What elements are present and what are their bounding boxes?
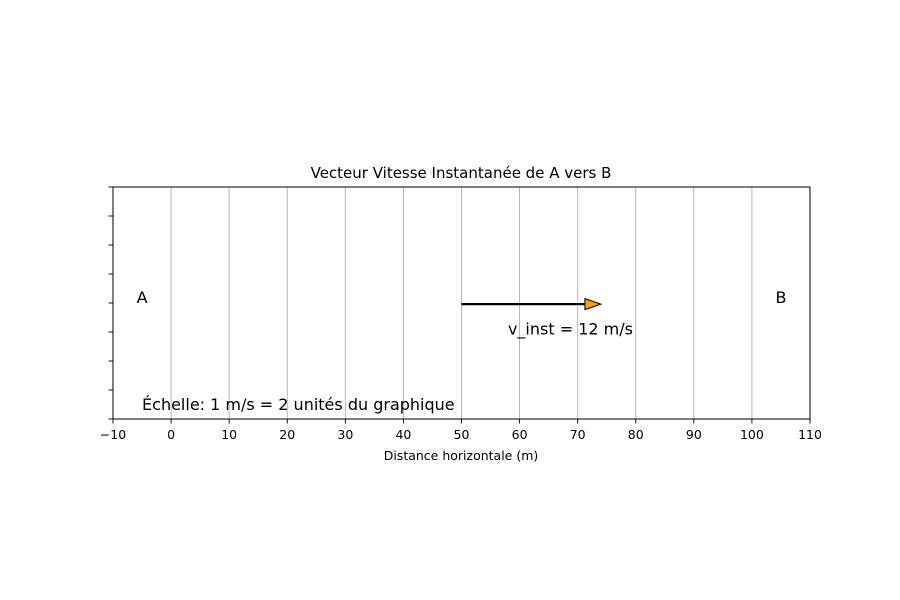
- x-tick-label: 70: [570, 427, 586, 442]
- x-tick-label: 60: [512, 427, 528, 442]
- x-axis-label: Distance horizontale (m): [384, 448, 539, 463]
- x-tick-label: 40: [395, 427, 411, 442]
- x-tick-label: 100: [740, 427, 764, 442]
- x-tick-label: 10: [221, 427, 237, 442]
- x-tick-label: 20: [279, 427, 295, 442]
- x-tick-label: 80: [628, 427, 644, 442]
- scale-note: Échelle: 1 m/s = 2 unités du graphique: [142, 395, 455, 414]
- point-label-a: A: [137, 288, 148, 307]
- point-label-b: B: [775, 288, 786, 307]
- velocity-label: v_inst = 12 m/s: [508, 320, 633, 340]
- x-tick-label: 30: [337, 427, 353, 442]
- plot-area: −10 0 10 20 30 40 50 60 70 80 90 100 110 A Bv_inst = 1…: [100, 186, 822, 442]
- x-tick-label: 90: [686, 427, 702, 442]
- x-tick-label: 0: [167, 427, 175, 442]
- velocity-vector-arrowhead: [584, 297, 603, 311]
- x-tick-label: 110: [798, 427, 822, 442]
- x-tick-label: −10: [100, 427, 126, 442]
- x-tick-label: 50: [454, 427, 470, 442]
- chart-title: Vecteur Vitesse Instantanée de A vers B: [311, 164, 612, 182]
